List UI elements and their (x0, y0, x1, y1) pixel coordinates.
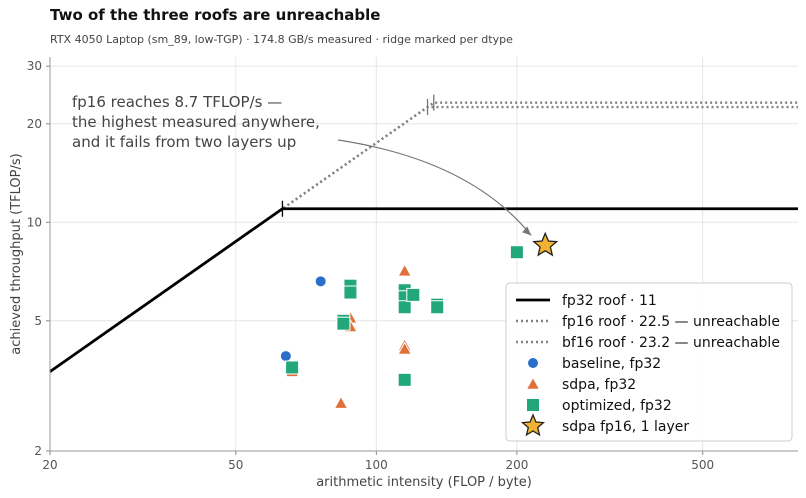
optimized-point (343, 285, 358, 300)
annotation-text-line: the highest measured anywhere, (72, 113, 320, 131)
legend-box (505, 282, 793, 442)
chart-subtitle: RTX 4050 Laptop (sm_89, low-TGP) · 174.8… (50, 33, 513, 46)
x-tick-label: 100 (365, 458, 388, 472)
annotation: fp16 reaches 8.7 TFLOP/s — the highest me… (72, 93, 532, 236)
roof-lines (49, 94, 798, 373)
legend-swatch-optimized-point (526, 398, 540, 412)
baseline-point (314, 275, 327, 288)
legend-label: sdpa fp16, 1 layer (562, 419, 689, 435)
x-tick-label: 500 (691, 458, 714, 472)
x-tick-label: 20 (42, 458, 57, 472)
legend: fp32 roof · 11 fp16 roof · 22.5 — unreach… (505, 282, 793, 442)
data-points (279, 231, 559, 409)
y-tick-label: 20 (27, 117, 42, 131)
optimized-point (336, 316, 351, 331)
legend-label: sdpa, fp32 (562, 377, 636, 393)
annotation-arrow (337, 139, 532, 236)
axes: 20 50 100 200 500 2 5 10 20 30 arithmetic intensit… (9, 57, 798, 490)
annotation-text-line: fp16 reaches 8.7 TFLOP/s — (72, 93, 282, 111)
y-tick-label: 30 (27, 59, 42, 73)
x-tick-label: 50 (228, 458, 243, 472)
baseline-point (279, 350, 292, 363)
optimized-point (397, 300, 412, 315)
annotation-text-line: and it fails from two layers up (72, 133, 296, 151)
legend-swatch-sdpa-point (525, 376, 541, 390)
y-tick-label: 2 (34, 444, 42, 458)
legend-label: fp16 roof · 22.5 — unreachable (562, 314, 780, 330)
optimized-point (397, 372, 412, 387)
sdpa-fp16-star (532, 231, 559, 257)
x-axis-label: arithmetic intensity (FLOP / byte) (316, 475, 532, 490)
legend-label: fp32 roof · 11 (562, 293, 657, 309)
sdpa-point (397, 341, 413, 355)
legend-label: bf16 roof · 23.2 — unreachable (562, 335, 780, 351)
sdpa-point (397, 263, 413, 277)
legend-label: optimized, fp32 (562, 398, 672, 414)
y-tick-label: 10 (27, 215, 42, 229)
legend-swatch-sdpa-fp16-star (520, 413, 546, 437)
legend-swatch-baseline-point (527, 357, 539, 369)
optimized-point (406, 287, 421, 302)
sdpa-point (333, 395, 349, 409)
y-axis-label: achieved throughput (TFLOP/s) (9, 153, 24, 354)
optimized-point (509, 245, 524, 260)
optimized-point (285, 360, 300, 375)
x-tick-label: 200 (505, 458, 528, 472)
chart-title: Two of the three roofs are unreachable (50, 6, 381, 24)
legend-label: baseline, fp32 (562, 356, 661, 372)
annotation-arrowhead (522, 226, 532, 236)
y-tick-label: 5 (34, 314, 42, 328)
optimized-point (430, 300, 445, 315)
